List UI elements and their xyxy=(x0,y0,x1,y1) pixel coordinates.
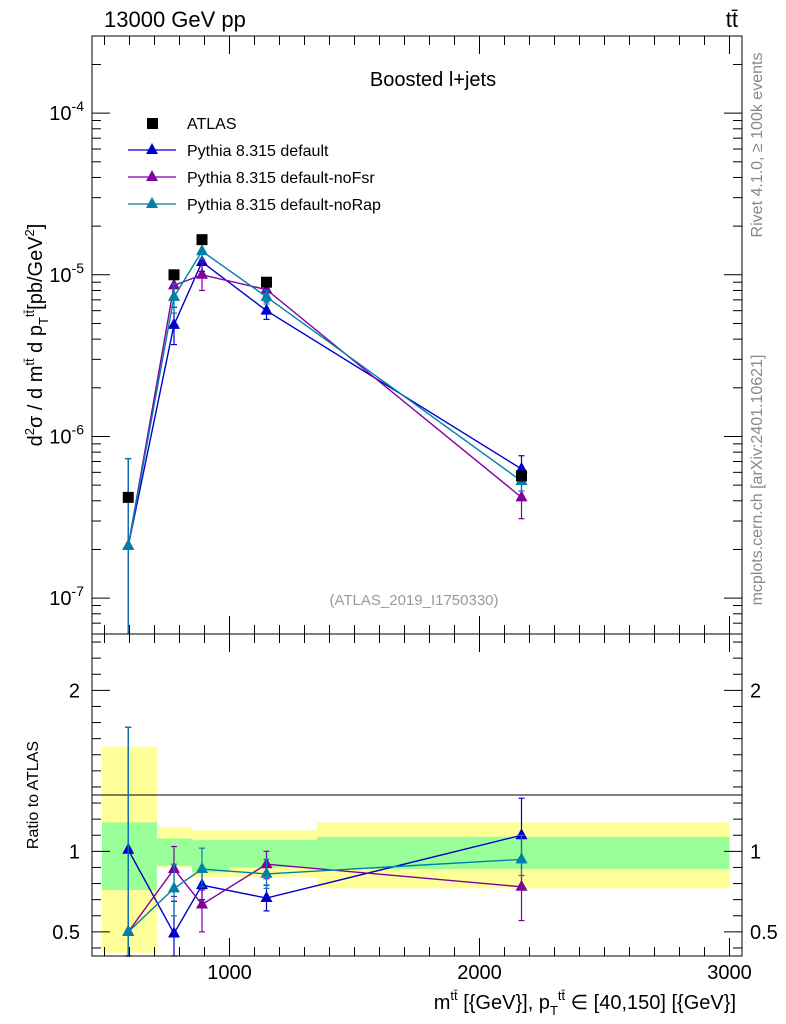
legend-label-default: Pythia 8.315 default xyxy=(187,143,329,160)
pythia-8-315-default-nofsr-point xyxy=(515,490,528,502)
pythia-8-315-default-line xyxy=(127,260,522,547)
ratio-xtick-label: 2000 xyxy=(457,962,502,984)
ratio-frame xyxy=(91,633,743,957)
main-ytick-label: 10-4 xyxy=(49,98,84,125)
legend-marker-nofsr xyxy=(146,170,158,181)
ratio-ytick-label-left: 0.5 xyxy=(52,922,80,944)
atlas-point xyxy=(261,276,272,288)
ratio-band-inner xyxy=(192,840,230,873)
legend-marker-default xyxy=(146,143,158,154)
pythia-8-315-default-point xyxy=(515,461,528,473)
atlas-point xyxy=(168,269,180,281)
legend-marker-atlas xyxy=(147,118,158,129)
ratio-pythia-8-315-default-norap-point xyxy=(122,924,135,936)
ratio-xtick-label: 1000 xyxy=(207,962,252,984)
ratio-ytick-label-left: 1 xyxy=(69,841,80,863)
legend-marker-norap xyxy=(146,197,158,208)
ratio-pythia-8-315-default-point xyxy=(515,828,528,840)
ratio-ytick-label-right: 2 xyxy=(750,680,761,702)
header-process: tt̄ xyxy=(726,7,738,32)
main-ytick-label: 10-7 xyxy=(49,583,84,610)
pythia-8-315-default-nofsr-point xyxy=(196,267,208,279)
pythia-8-315-default-norap-point xyxy=(260,289,273,301)
ratio-xtick-label: 3000 xyxy=(707,962,752,984)
ratio-pythia-8-315-default-point xyxy=(260,891,273,903)
main-panel: 10-4 10-5 10-6 10-7 Boosted l+jets (ATLAS_2… xyxy=(22,35,743,635)
rivet-label: Rivet 4.1.0, ≥ 100k events xyxy=(749,53,766,238)
header-energy: 13000 GeV pp xyxy=(104,7,246,32)
ratio-band-inner xyxy=(229,840,317,868)
main-ytick-label: 10-6 xyxy=(49,421,84,448)
ratio-pythia-8-315-default-norap-point xyxy=(168,881,180,893)
ratio-panel: 0.5 0.5 1 1 2 2 1000 2000 3000 Ratio to ATLAS mt… xyxy=(25,633,778,1018)
mcplots-label: mcplots.cern.ch [arXiv:2401.10621] xyxy=(749,355,766,606)
atlas-point xyxy=(122,491,134,503)
ratio-pythia-8-315-default-nofsr-point xyxy=(515,879,528,891)
ratio-band-inner xyxy=(317,836,730,870)
legend-label-atlas: ATLAS xyxy=(187,116,237,133)
ratio-band-inner xyxy=(102,822,157,890)
main-ylabel: d2σ / d mtt̄ d pTtt̄[pb/GeV2] xyxy=(22,224,51,447)
ratio-pythia-8-315-default-norap-point xyxy=(515,852,528,864)
ratio-pythia-8-315-default-point xyxy=(168,926,180,938)
ratio-ytick-label-right: 0.5 xyxy=(750,922,778,944)
legend-label-norap: Pythia 8.315 default-noRap xyxy=(187,197,381,214)
pythia-8-315-default-point xyxy=(168,317,180,329)
xlabel: mtt̄ [{GeV}], pTtt̄ ∈ [40,150] [{GeV}] xyxy=(434,988,736,1018)
ratio-ytick-label-right: 1 xyxy=(750,841,761,863)
ratio-pythia-8-315-default-norap-point xyxy=(260,866,273,878)
pythia-8-315-default-point xyxy=(260,303,273,315)
pythia-8-315-default-norap-point xyxy=(196,244,208,256)
pythia-8-315-default-nofsr-line xyxy=(127,274,522,547)
atlas-point xyxy=(516,470,527,482)
legend: ATLAS Pythia 8.315 default Pythia 8.315 … xyxy=(128,116,381,214)
plot-title: Boosted l+jets xyxy=(370,69,496,91)
ratio-pythia-8-315-default-nofsr-point xyxy=(196,897,208,909)
ratio-pythia-8-315-default-norap-point xyxy=(196,862,208,874)
main-ytick-label: 10-5 xyxy=(49,260,84,287)
pythia-8-315-default-norap-point xyxy=(122,539,135,551)
ratio-ytick-label-left: 2 xyxy=(69,680,80,702)
pythia-8-315-default-point xyxy=(196,255,208,267)
ratio-ylabel: Ratio to ATLAS xyxy=(25,741,42,849)
pythia-8-315-default-norap-point xyxy=(168,289,180,301)
legend-label-nofsr: Pythia 8.315 default-noFsr xyxy=(187,170,375,187)
atlas-point xyxy=(196,234,208,246)
analysis-label: (ATLAS_2019_I1750330) xyxy=(329,592,498,609)
